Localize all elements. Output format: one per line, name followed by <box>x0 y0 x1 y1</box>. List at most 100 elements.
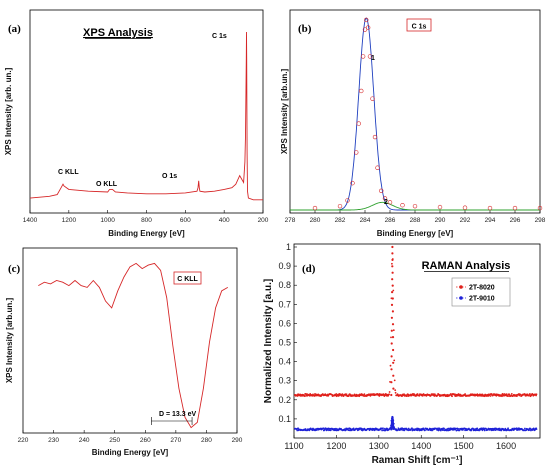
panel-c-frame <box>22 247 238 434</box>
panel-d-point <box>394 391 397 394</box>
panel-d-point <box>334 429 337 432</box>
panel-d-point <box>439 428 441 430</box>
panel-b-data-point <box>356 121 361 126</box>
panel-a-xtick-label: 1200 <box>62 217 77 224</box>
panel-c-label: (c) <box>8 263 21 275</box>
panel-c-title-box <box>173 271 202 285</box>
panel-d-peak-point <box>390 381 393 384</box>
panel-a-xtick-label: 200 <box>258 217 269 224</box>
panel-b-title: C 1s <box>412 24 427 31</box>
panel-d-point <box>393 379 396 382</box>
panel-b-data-point <box>365 25 371 30</box>
panel-d-peak-point <box>391 310 394 313</box>
panel-a-ylabel: XPS Intensity [arb. un.] <box>4 67 13 155</box>
panel-c-xtick-label: 240 <box>79 437 90 444</box>
panel-d-legend-swatch <box>459 296 463 300</box>
panel-b-data-point <box>354 150 359 155</box>
panel-d-ytick-label: 0.3 <box>278 376 291 386</box>
panel-c-title: C KLL <box>177 276 198 283</box>
panel-b-xtick-label: 292 <box>460 217 471 224</box>
panel-d-series-2T-9010 <box>293 415 538 432</box>
panel-a-frame <box>29 9 264 214</box>
panel-d-point <box>328 427 331 430</box>
panel-d-point <box>405 395 408 397</box>
panel-b-ylabel: XPS Intensity [arb.un.] <box>280 68 289 154</box>
panel-d-point <box>402 429 404 432</box>
panel-b-data-point <box>375 165 380 170</box>
panel-c-xtick-label: 290 <box>232 437 243 444</box>
panel-b-data-point <box>362 27 368 32</box>
panel-b-xtick-label: 284 <box>360 217 371 224</box>
panel-d-ytick-label: 0.7 <box>278 299 291 309</box>
panel-d-point <box>424 429 426 432</box>
panel-b-fit-curve-1 <box>290 17 540 211</box>
panel-d-peak-point <box>392 387 395 390</box>
panel-b-data-point <box>350 180 355 186</box>
panel-b-peak-label-1: 1 <box>371 55 375 62</box>
panel-b-data-point <box>437 204 443 210</box>
panel-c-xtick-label: 220 <box>18 437 29 444</box>
panel-d-peak-point <box>391 291 394 294</box>
panel-d-peak-point <box>391 271 394 274</box>
panel-d-point <box>327 427 330 430</box>
panel-d-xtick-label: 1300 <box>369 441 389 451</box>
panel-d-point <box>450 393 452 396</box>
panel-d-point <box>476 427 479 430</box>
panel-d-point <box>335 393 338 395</box>
panel-b-xtick-label: 296 <box>510 217 521 224</box>
panel-d-peak-point <box>392 374 395 377</box>
panel-a-peak-label: O 1s <box>162 173 177 180</box>
panel-d-point <box>381 429 383 432</box>
panel-d-point <box>403 429 406 432</box>
panel-d-point <box>443 427 445 430</box>
panel-d-peak-point <box>391 245 394 249</box>
panel-d-title: RAMAN Analysis <box>422 260 511 272</box>
panel-c-width-annotation: D = 13.3 eV <box>159 411 196 418</box>
panel-d-xtick-label: 1500 <box>454 441 474 451</box>
panel-d-point <box>494 429 497 431</box>
panel-d-point <box>490 429 493 432</box>
panel-d-ytick-label: 0.6 <box>278 318 291 328</box>
panel-b-label: (b) <box>298 23 312 35</box>
panel-d-point <box>382 427 384 430</box>
panel-d-point <box>363 393 366 396</box>
panel-d-point <box>458 429 461 432</box>
panel-c-xtick-label: 230 <box>48 437 59 444</box>
panel-d-point <box>390 336 392 339</box>
panel-d-point <box>416 393 419 395</box>
panel-d-peak-point <box>391 284 394 287</box>
panel-b-data-point <box>412 203 418 209</box>
panel-b-frame <box>289 9 541 214</box>
panel-b-data-point <box>400 203 405 208</box>
panel-d-point <box>388 393 390 396</box>
panel-b-xtick-label: 278 <box>285 217 296 224</box>
panel-d-peak-point <box>390 316 393 319</box>
panel-d-point <box>392 329 395 332</box>
panel-b-xlabel: Binding Energy [eV] <box>377 229 454 238</box>
panel-d-legend-label: 2T-9010 <box>469 296 495 303</box>
panel-d-point <box>454 393 456 395</box>
panel-d-point <box>391 262 393 265</box>
panel-d: 1100 1200 1300 1400 1500 1600 0.1 0.2 0.3 0.4 0.5 0… <box>263 242 541 466</box>
panel-d-point <box>324 427 327 430</box>
panel-d-peak-point <box>390 342 393 345</box>
panel-d-peak-point <box>390 329 393 332</box>
panel-d-point <box>322 427 325 430</box>
panel-a-label: (a) <box>8 23 21 35</box>
panel-b-xtick-label: 286 <box>385 217 396 224</box>
panel-d-peak-point <box>391 415 394 419</box>
panel-a: 1400 1200 1000 800 600 400 200 (a) XPS Analysis B… <box>4 9 269 238</box>
panel-d-peak-point <box>390 355 393 358</box>
panel-d-point <box>296 429 299 432</box>
panel-d-point <box>528 429 530 431</box>
panel-d-point <box>454 427 457 430</box>
panel-a-xtick-label: 1000 <box>100 217 115 224</box>
panel-b-peak-label-2: 2 <box>384 199 388 206</box>
panel-d-point <box>464 429 466 432</box>
panel-d-legend-swatch <box>459 285 463 289</box>
panel-d-point <box>352 427 355 430</box>
panel-b-data-point <box>367 54 373 59</box>
panel-d-ylabel: Normalized Intensity [a.u.] <box>263 279 274 403</box>
panel-b: 278 280 282 284 286 288 290 292 294 296 298 (b) C 1s… <box>280 9 546 238</box>
panel-d-point <box>528 394 530 397</box>
